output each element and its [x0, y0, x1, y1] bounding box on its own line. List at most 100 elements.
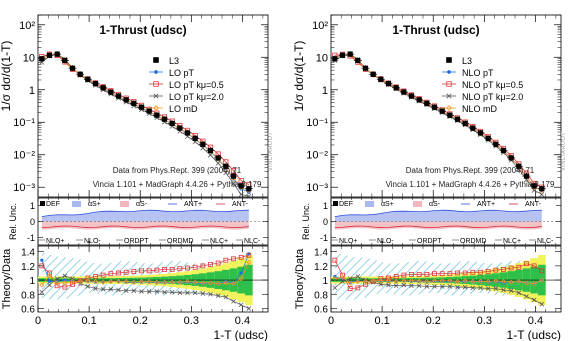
annotation-generator: Vincia 1.101 + MadGraph 4.4.26 + Pythia … [93, 180, 262, 189]
marker-open-square [100, 272, 106, 278]
marker-cross [409, 283, 414, 289]
marker-open-square [501, 267, 506, 272]
marker-open-square [93, 274, 98, 279]
marker-cross [539, 191, 545, 197]
marker-diamond [401, 278, 407, 284]
legend-label: NLO pT kμ=0.5 [462, 80, 523, 90]
marker-cross [231, 181, 236, 187]
marker-open-square [162, 267, 167, 272]
marker-open-square [108, 271, 114, 277]
marker-diamond [370, 278, 376, 284]
marker-open-square [192, 264, 198, 270]
marker-cross [246, 306, 252, 311]
marker-cross [416, 283, 422, 289]
marker-square [153, 57, 159, 63]
x-tick-label: 0.2 [426, 315, 441, 327]
marker-square [500, 147, 507, 154]
unc-legend-label: ANT+ [477, 201, 495, 208]
legend-label: L3 [169, 56, 179, 66]
marker-square [523, 173, 530, 179]
y-tick-label: 10⁻³ [306, 182, 328, 194]
marker-open-square [539, 268, 545, 274]
marker-diamond [332, 276, 338, 282]
marker-diamond [215, 281, 221, 287]
marker-square [200, 141, 206, 147]
marker-diamond [355, 278, 361, 285]
marker-open-square [208, 262, 213, 267]
marker-square [54, 51, 60, 57]
marker-diamond [500, 278, 507, 285]
marker-cross [439, 284, 445, 289]
marker-cross [162, 289, 167, 295]
marker-cross [446, 93, 452, 99]
marker-diamond [123, 278, 129, 285]
marker-diamond [39, 282, 45, 288]
marker-diamond [516, 278, 522, 285]
marker-square [46, 52, 53, 58]
y-axis-label: 1/σ dσ/d(1-T) [292, 41, 306, 112]
marker-dot [224, 279, 228, 284]
ratio-line-2 [41, 275, 249, 309]
marker-square [169, 120, 175, 127]
unc-legend-label: DEF [339, 201, 353, 208]
marker-square [69, 65, 76, 71]
marker-open-square [531, 263, 537, 269]
marker-square [339, 52, 346, 58]
unc-legend-swatch [333, 201, 338, 206]
marker-open-square [231, 256, 236, 262]
marker-diamond [446, 105, 452, 111]
x-tick-label: 0.1 [374, 315, 389, 327]
line-ant-minus [41, 225, 249, 229]
marker-cross [93, 286, 98, 291]
ratio-y-tick-label: 1 [29, 276, 35, 287]
marker-cross [185, 290, 190, 296]
marker-square [347, 51, 353, 57]
marker-diamond [447, 278, 453, 284]
marker-cross [332, 285, 338, 291]
line-ant-plus [41, 209, 249, 218]
marker-open-square [116, 270, 121, 276]
marker-diamond [169, 279, 175, 285]
unc-y-tick-label: 1 [30, 201, 35, 211]
marker-cross [200, 291, 206, 296]
marker-open-square [54, 283, 60, 289]
marker-open-square [139, 268, 144, 274]
marker-diamond [362, 278, 369, 285]
x-tick-label: 0.4 [528, 315, 543, 327]
marker-diamond [108, 278, 114, 285]
marker-square [146, 108, 152, 114]
x-tick-label: 0.3 [477, 315, 492, 327]
marker-open-square [123, 269, 129, 275]
marker-dot [247, 252, 251, 256]
marker-cross [501, 287, 506, 293]
marker-cross [478, 285, 483, 291]
y-tick-label: 10⁻¹ [306, 117, 328, 129]
marker-square [393, 85, 399, 91]
marker-open-square [70, 281, 75, 287]
marker-dot [47, 279, 52, 284]
marker-square [238, 183, 244, 189]
marker-open-square [246, 252, 252, 258]
marker-open-square [393, 274, 399, 279]
marker-diamond [138, 278, 145, 285]
annotation-generator: Vincia 1.101 + MadGraph 4.4.26 + Pythia … [386, 180, 555, 189]
marker-square [223, 163, 229, 169]
legend-label: NLO pT [462, 68, 494, 78]
marker-square [161, 116, 168, 122]
ratio-y-tick-label: 0.6 [314, 304, 328, 315]
marker-diamond [154, 279, 160, 285]
marker-square [85, 76, 91, 82]
marker-square [39, 56, 45, 62]
marker-open-square [238, 177, 244, 184]
marker-diamond [115, 278, 122, 285]
marker-open-square [154, 267, 160, 273]
legend-label: LO mD [169, 104, 198, 114]
marker-square [385, 80, 392, 87]
legend-label: NLO mD [462, 104, 498, 114]
marker-open-square [446, 81, 452, 87]
unc-legend-label: αS- [136, 201, 148, 208]
marker-cross [347, 276, 353, 281]
marker-cross [223, 170, 229, 176]
marker-open-square [153, 81, 159, 87]
